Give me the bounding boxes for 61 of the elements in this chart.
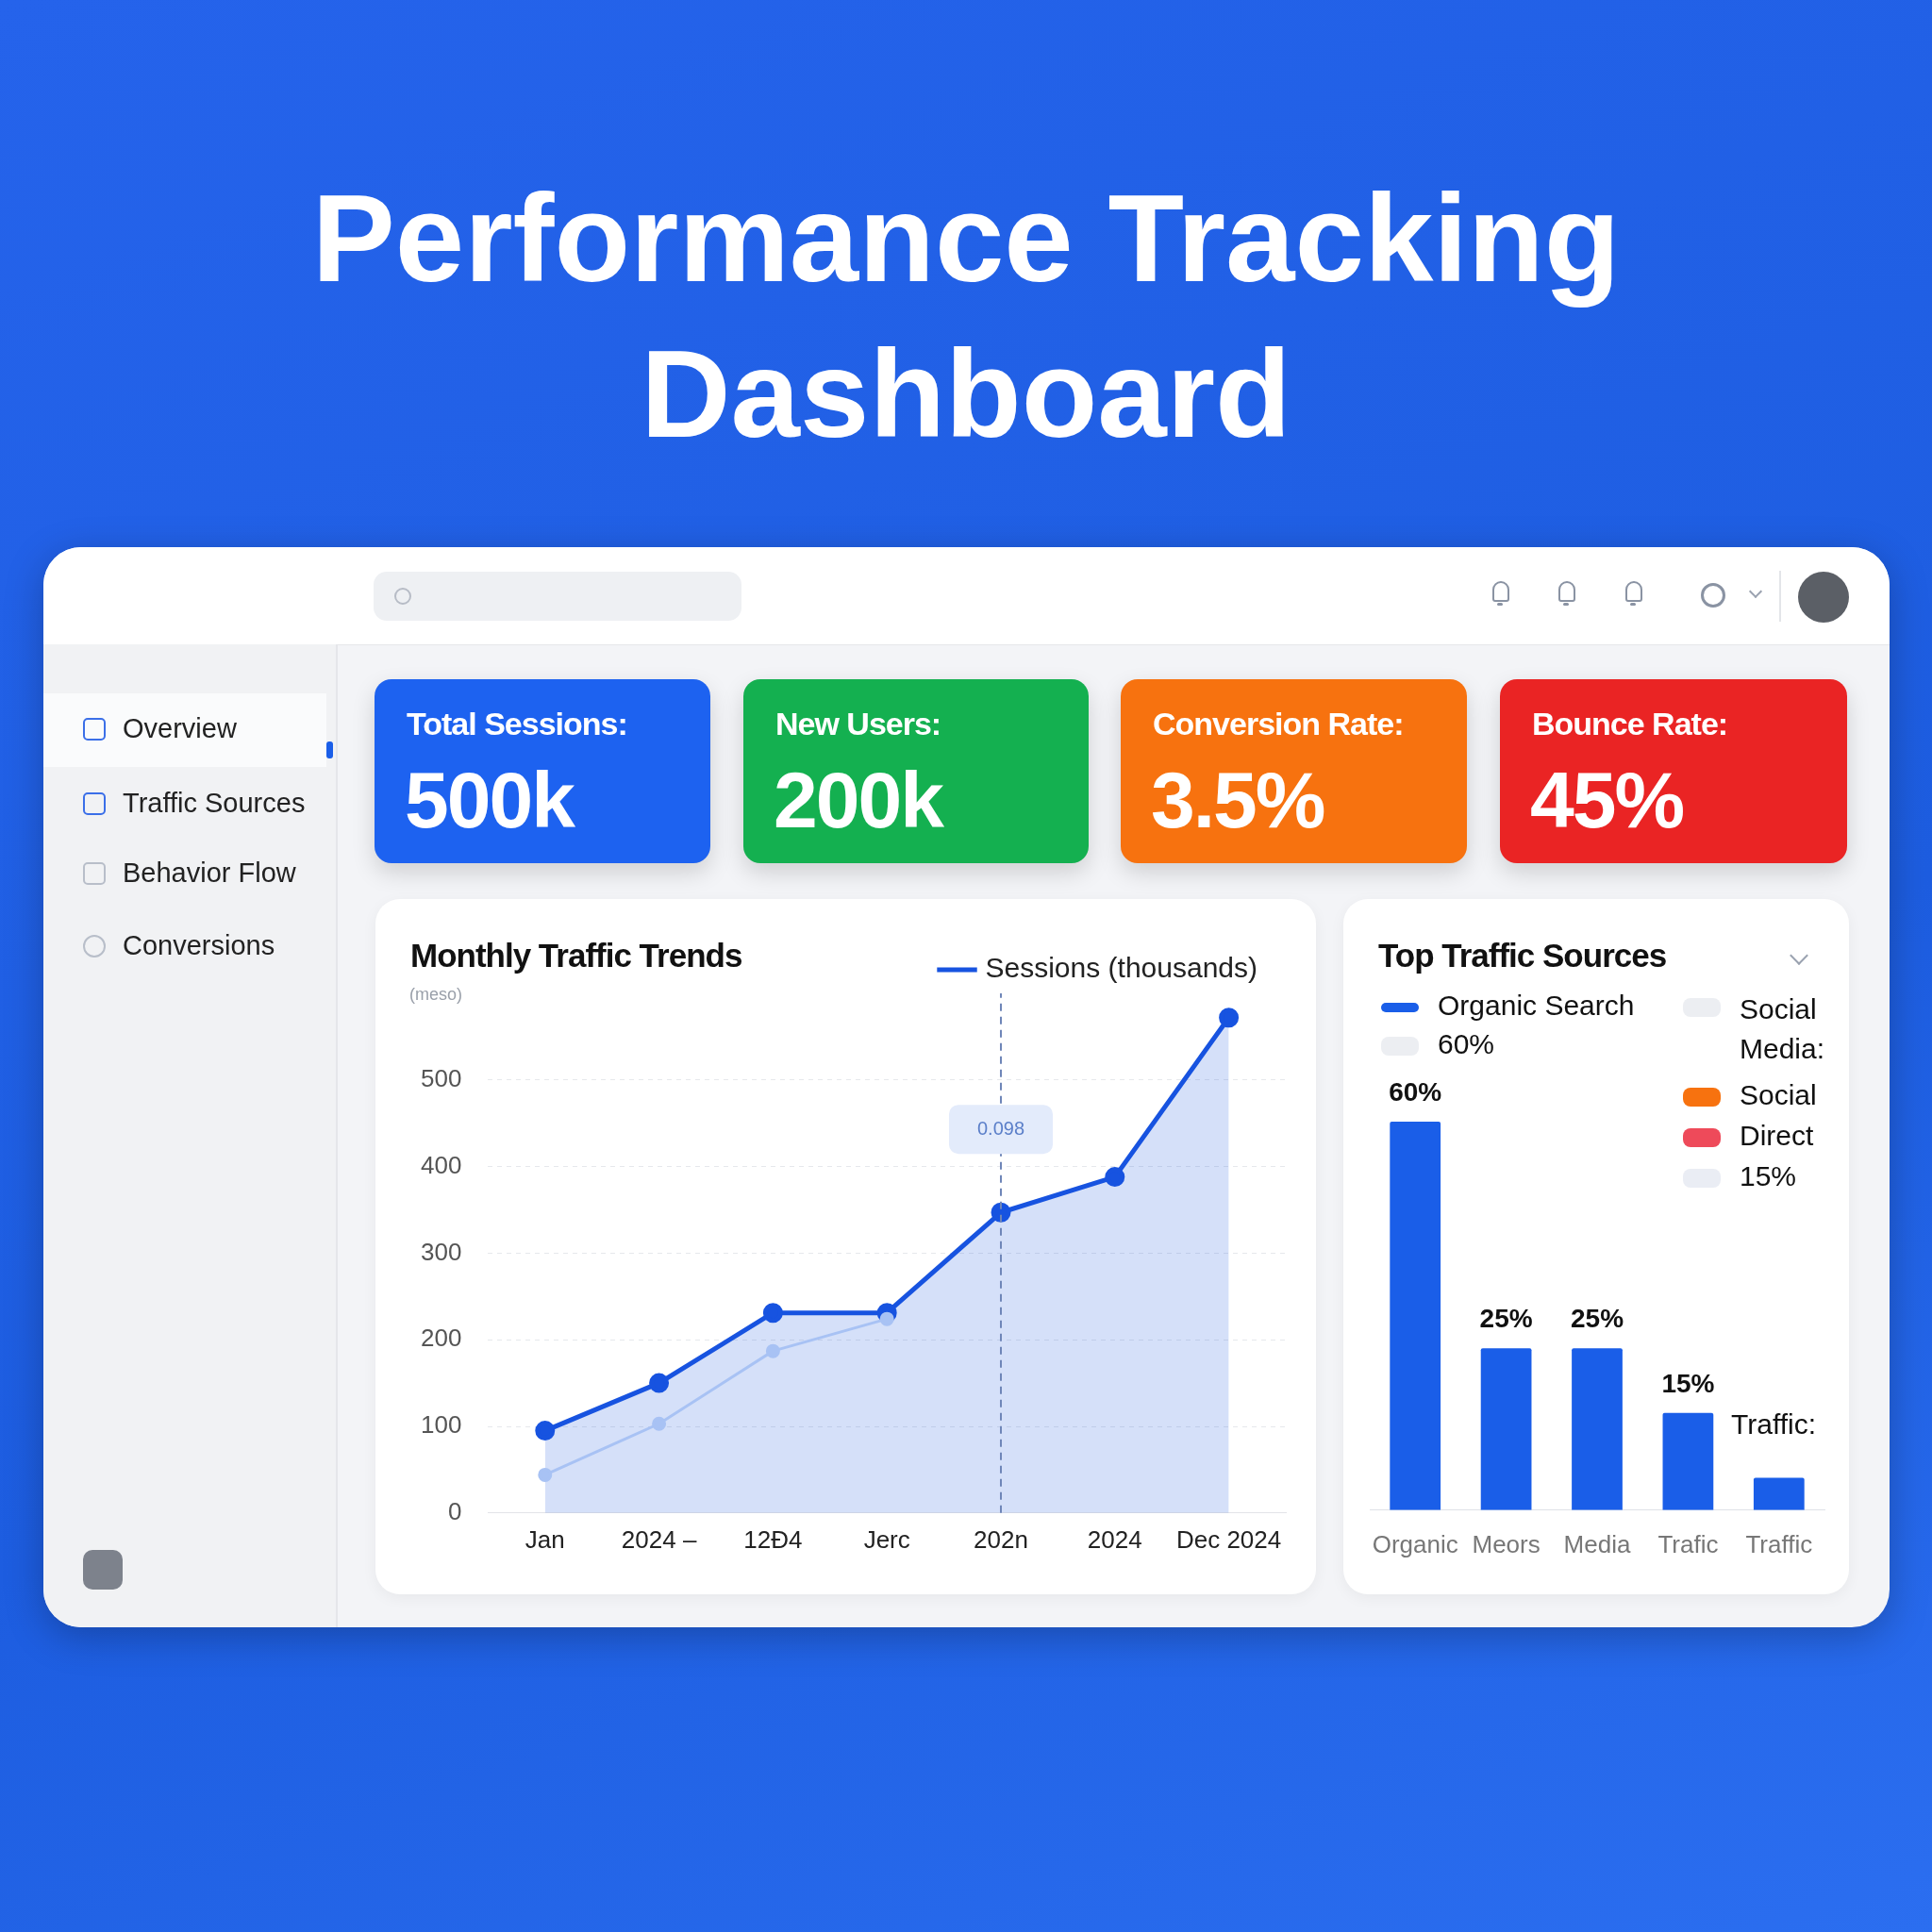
y-axis-title: (meso): [409, 984, 463, 1004]
x-tick-label: 202n: [974, 1524, 1028, 1554]
point: [538, 1467, 553, 1482]
y-tick-label: 0: [447, 1496, 462, 1525]
text: Conversion Rate:: [1153, 706, 1404, 742]
text: 60%: [1438, 1028, 1495, 1060]
point: [652, 1416, 667, 1431]
text: Overview: [123, 713, 237, 744]
point: [649, 1373, 670, 1393]
annotation: 0.098: [976, 1117, 1025, 1139]
bar: [1662, 1412, 1714, 1510]
point: [991, 1202, 1011, 1223]
x-tick-label: Meors: [1472, 1529, 1541, 1558]
y-tick-label: 500: [420, 1063, 462, 1092]
x-tick-label: Dec 2024: [1175, 1524, 1282, 1554]
annotation: 15%: [1740, 1160, 1797, 1192]
text: Social Media:: [1740, 992, 1825, 1066]
text: Behavior Flow: [123, 858, 296, 889]
annotation: Traffic:: [1731, 1408, 1817, 1441]
bar: [1572, 1348, 1623, 1510]
x-tick-label: Jerc: [863, 1524, 910, 1554]
annotation: Direct: [1740, 1120, 1814, 1152]
x-tick-label: Organic: [1372, 1529, 1458, 1558]
data-label: 60%: [1389, 1076, 1442, 1107]
y-tick-label: 300: [420, 1237, 462, 1266]
bar: [1390, 1121, 1441, 1510]
point: [1219, 1008, 1240, 1028]
x-tick-label: 2024 –: [621, 1524, 697, 1554]
data-label: 15%: [1661, 1368, 1715, 1398]
bar: [1480, 1348, 1532, 1510]
text: New Users:: [775, 706, 941, 742]
text: Performance Tracking Dashboard: [310, 168, 1622, 465]
data-label: 25%: [1479, 1303, 1533, 1333]
chart-title: Monthly Traffic Trends: [410, 937, 742, 974]
y-tick-label: 200: [420, 1324, 462, 1353]
text: 3.5%: [1151, 755, 1324, 846]
point: [762, 1303, 783, 1324]
x-tick-label: 12Đ4: [743, 1524, 803, 1554]
text: 200k: [774, 755, 942, 846]
x-tick-label: Media: [1563, 1529, 1631, 1558]
text: Organic Search: [1438, 990, 1635, 1022]
text: 45%: [1530, 755, 1684, 846]
point: [765, 1343, 780, 1358]
text: Total Sessions:: [407, 706, 627, 742]
x-tick-label: Traffic: [1745, 1529, 1813, 1558]
chart-title: Top Traffic Sources: [1378, 937, 1667, 974]
text: Conversions: [123, 930, 275, 961]
y-tick-label: 100: [420, 1410, 462, 1440]
x-tick-label: Jan: [525, 1524, 565, 1554]
x-tick-label: 2024: [1087, 1524, 1142, 1554]
text: Traffic Sources: [123, 788, 306, 819]
point: [1105, 1167, 1125, 1188]
text: Social: [1740, 1079, 1817, 1111]
data-label: 25%: [1570, 1303, 1624, 1333]
legend-label: Sessions (thousands): [985, 952, 1258, 984]
text: Bounce Rate:: [1532, 706, 1728, 742]
bar: [1753, 1477, 1805, 1510]
y-tick-label: 400: [420, 1150, 462, 1179]
x-tick-label: Trafic: [1657, 1529, 1719, 1558]
point: [535, 1421, 556, 1441]
text: 500k: [405, 755, 574, 846]
